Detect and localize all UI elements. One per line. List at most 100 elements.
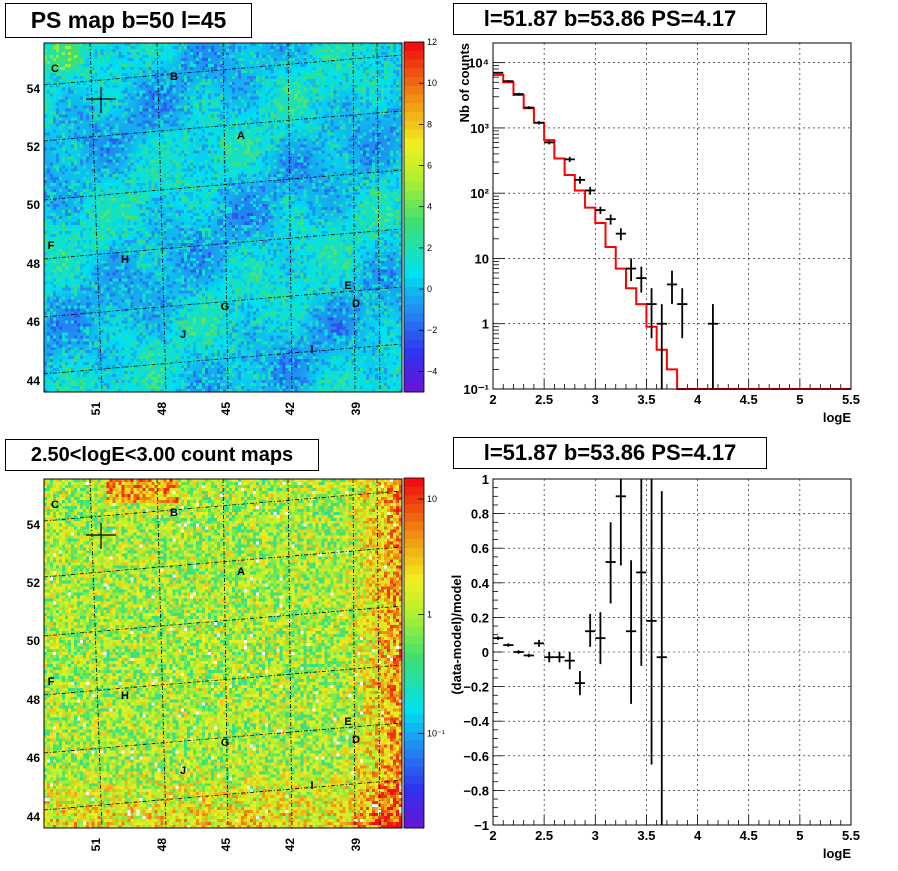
data-point — [625, 560, 637, 704]
map-y-tick-label: 50 — [27, 198, 41, 212]
colorbar-bin — [404, 287, 424, 297]
colorbar-bin — [404, 322, 424, 332]
source-label-e: E — [344, 716, 351, 728]
x-tick-label: 5 — [796, 828, 803, 843]
colorbar-bin — [404, 129, 424, 139]
latitude-gridline — [43, 110, 403, 142]
longitude-gridline — [287, 478, 293, 829]
colorbar-bin — [404, 609, 424, 619]
colorbar-bin — [404, 217, 424, 227]
map-x-tick-label: 51 — [89, 838, 103, 852]
map-x-tick-label: 39 — [349, 402, 363, 416]
colorbar-bin — [404, 190, 424, 200]
x-tick-label: 2 — [489, 392, 496, 407]
colorbar-bin — [404, 696, 424, 706]
data-point — [615, 228, 626, 241]
colorbar-bin — [404, 644, 424, 654]
residual-chart: 2 2.5 3 3.5 4 4.5 5 5.5 1 0.8 0.6 0.4 0.2 0 −0.2 −0.4 −0… — [449, 472, 860, 861]
data-point — [523, 653, 534, 658]
latitude-gridline — [43, 664, 403, 696]
colorbar-frame — [403, 477, 425, 829]
longitude-gridline — [287, 42, 293, 393]
colorbar-bin — [404, 357, 424, 367]
y-tick-label: −0.8 — [463, 783, 489, 798]
latitude-gridline — [43, 54, 403, 86]
colorbar-tick-label: 10 — [427, 78, 437, 88]
colorbar-bin — [404, 147, 424, 157]
colorbar-bin — [404, 784, 424, 794]
data-point — [523, 106, 534, 109]
y-tick-label: 10⁴ — [468, 56, 489, 71]
colorbar-bin — [404, 548, 424, 558]
colorbar-bin — [404, 775, 424, 785]
y-axis-label: Nb of counts — [457, 43, 472, 122]
source-label-h: H — [121, 690, 129, 702]
colorbar-tick-label: 1 — [427, 610, 432, 620]
data-point — [636, 479, 647, 666]
y-axis-label: (data-model)/model — [449, 575, 464, 695]
data-point — [656, 304, 667, 389]
colorbar-bin — [404, 679, 424, 689]
colorbar-bin — [404, 688, 424, 698]
y-tick-label: 0.2 — [471, 610, 489, 625]
plot-frame — [492, 478, 852, 826]
colorbar-bin — [404, 278, 424, 288]
latitude-gridline — [43, 490, 403, 522]
map-frame-group — [43, 478, 403, 829]
source-label-d: D — [352, 298, 360, 310]
source-label-a: A — [237, 566, 245, 578]
spectrum-chart: 2 2.5 3 3.5 4 4.5 5 5.5 10⁴ 10³ 10² 10 1 10⁻¹ logE Nb o… — [457, 42, 860, 425]
data-point — [564, 652, 575, 670]
source-label-b: B — [170, 507, 178, 519]
data-point — [656, 491, 667, 825]
colorbar-bin — [404, 164, 424, 174]
colorbar-bin — [404, 77, 424, 87]
map-y-tick-label: 48 — [27, 693, 41, 707]
data-point — [554, 652, 565, 663]
colorbar-bin — [404, 120, 424, 130]
colorbar-tick-label: 10 — [427, 494, 437, 504]
x-tick-label: 5 — [796, 392, 803, 407]
colorbar-bin — [404, 199, 424, 209]
map-y-tick-label: 46 — [27, 751, 41, 765]
colorbar-tick-label: 8 — [427, 119, 432, 129]
data-point — [493, 71, 504, 74]
ps-map-title: PS map b=50 l=45 — [5, 3, 252, 38]
sky-map-pixels — [44, 479, 402, 828]
colorbar-bin — [404, 478, 424, 488]
map-x-tick-label: 45 — [219, 838, 233, 852]
x-tick-label: 4.5 — [740, 828, 758, 843]
latitude-gridline — [43, 722, 403, 754]
map-x-tick-label: 48 — [155, 838, 169, 852]
colorbar-tick-label: 12 — [427, 37, 437, 47]
data-point — [533, 639, 545, 647]
count-map-title: 2.50<logE<3.00 count maps — [5, 439, 319, 471]
source-label-i: I — [310, 344, 313, 356]
longitude-gridline — [222, 478, 229, 829]
y-tick-label: −0.4 — [463, 714, 489, 729]
map-frame-group — [43, 42, 403, 393]
data-point — [666, 270, 678, 305]
data-point — [574, 176, 586, 184]
y-tick-label: 0 — [482, 645, 489, 660]
colorbar-bin — [404, 653, 424, 663]
x-axis-label: logE — [823, 846, 851, 861]
colorbar-bin — [404, 348, 424, 358]
x-tick-label: 2 — [489, 828, 496, 843]
longitude-gridline — [156, 42, 167, 393]
source-label-g: G — [221, 737, 230, 749]
colorbar-bin — [404, 626, 424, 636]
colorbar-bin — [404, 182, 424, 192]
map-y-tick-label: 48 — [27, 257, 41, 271]
x-tick-label: 3 — [592, 392, 599, 407]
data-point — [646, 288, 657, 339]
colorbar-bin — [404, 313, 424, 323]
spectrum-title: l=51.87 b=53.86 PS=4.17 — [453, 3, 767, 35]
data-point — [503, 80, 514, 83]
x-tick-label: 3.5 — [637, 392, 655, 407]
latitude-gridline — [43, 779, 403, 811]
x-tick-label: 4 — [694, 828, 702, 843]
colorbar-bin — [404, 521, 424, 531]
colorbar-bin — [404, 103, 424, 113]
